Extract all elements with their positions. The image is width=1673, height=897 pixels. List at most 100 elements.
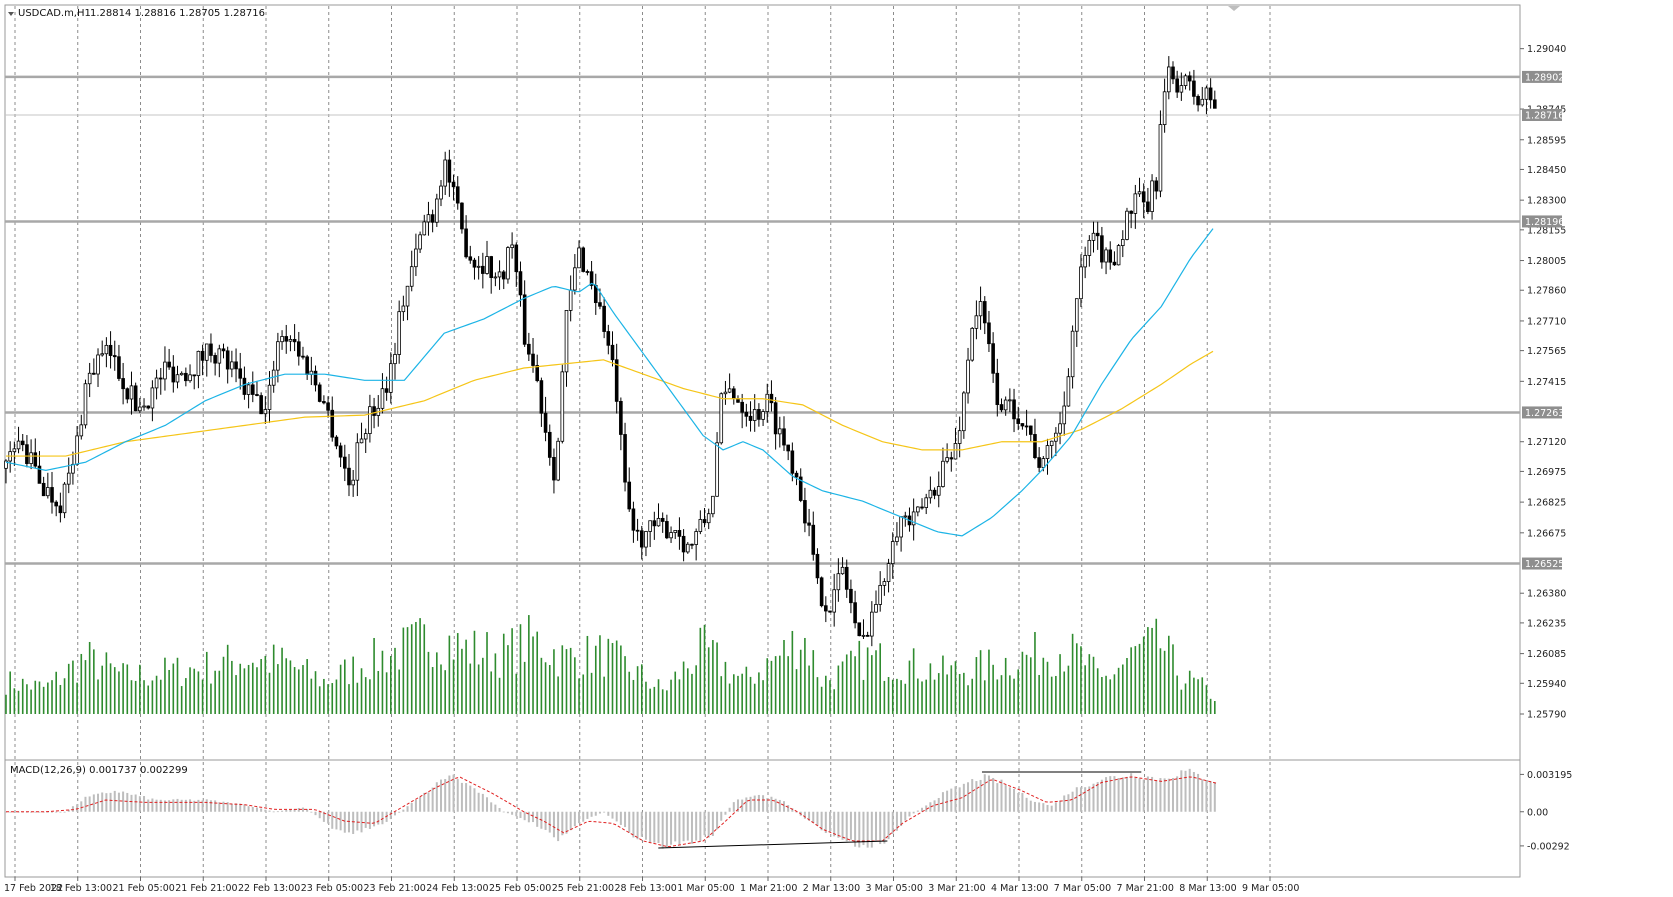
volume-bar bbox=[532, 636, 534, 714]
macd-histogram-bar bbox=[159, 799, 162, 812]
candle-body bbox=[1016, 418, 1021, 424]
volume-bar bbox=[180, 686, 183, 714]
macd-histogram-bar bbox=[870, 811, 873, 848]
ma-fast-line bbox=[5, 228, 1214, 537]
macd-histogram-bar bbox=[1050, 805, 1053, 812]
symbol-header[interactable]: USDCAD.m,H1 1.28814 1.28816 1.28705 1.28… bbox=[8, 8, 265, 19]
volume-bar bbox=[448, 635, 451, 714]
candle-body bbox=[794, 472, 799, 478]
candle-body bbox=[602, 305, 606, 332]
volume-bar bbox=[804, 637, 806, 714]
macd-histogram-bar bbox=[63, 811, 66, 813]
macd-histogram-bar bbox=[770, 796, 773, 812]
macd-histogram-bar bbox=[699, 811, 702, 841]
candle-body bbox=[71, 463, 75, 474]
volume-bar bbox=[67, 663, 70, 714]
candle-body bbox=[1041, 458, 1046, 468]
volume-bar bbox=[344, 659, 346, 714]
candle-body bbox=[911, 511, 916, 526]
volume-bar bbox=[937, 673, 940, 714]
candle-body bbox=[1200, 98, 1205, 106]
volume-bar bbox=[544, 662, 547, 714]
level-price-tag bbox=[1522, 406, 1562, 419]
candle-body bbox=[1167, 66, 1171, 93]
macd-histogram-bar bbox=[925, 805, 928, 812]
macd-histogram-bar bbox=[845, 811, 848, 842]
macd-histogram-bar bbox=[255, 807, 258, 812]
macd-histogram-bar bbox=[527, 811, 530, 823]
macd-histogram-bar bbox=[908, 811, 911, 817]
candle-body bbox=[999, 404, 1004, 411]
candle-body bbox=[476, 265, 481, 268]
chart-shift-marker-icon[interactable] bbox=[1228, 6, 1240, 11]
candle-body bbox=[1175, 78, 1179, 93]
candle-body bbox=[1070, 330, 1075, 378]
candle-body bbox=[234, 361, 238, 370]
dropdown-triangle-icon[interactable] bbox=[8, 12, 14, 16]
macd-histogram-bar bbox=[670, 811, 673, 845]
macd-histogram-bar bbox=[301, 807, 304, 812]
volume-bar bbox=[1038, 674, 1040, 714]
volume-bar bbox=[118, 671, 120, 714]
volume-bar bbox=[172, 663, 175, 714]
volume-bar bbox=[883, 680, 886, 714]
price-axis[interactable]: 1.290401.287451.285951.284501.283001.281… bbox=[1520, 44, 1566, 721]
volume-bar bbox=[837, 665, 840, 714]
candle-body bbox=[188, 374, 192, 382]
macd-histogram-bar bbox=[389, 811, 392, 820]
macd-histogram-bar bbox=[866, 811, 869, 848]
macd-histogram-bar bbox=[833, 811, 836, 837]
macd-histogram-bar bbox=[406, 806, 409, 812]
horizontal-levels[interactable] bbox=[5, 75, 1520, 565]
candle-body bbox=[104, 344, 109, 355]
volume-bar bbox=[519, 624, 522, 714]
macd-histogram-bar bbox=[239, 803, 242, 812]
macd-histogram-bar bbox=[624, 811, 627, 828]
macd-histogram-bar bbox=[511, 811, 514, 815]
candle-body bbox=[552, 456, 556, 481]
x-tick-label: 23 Feb 05:00 bbox=[301, 883, 363, 894]
macd-histogram-bar bbox=[205, 799, 208, 812]
volume-bar bbox=[21, 678, 24, 714]
volume-bar bbox=[352, 656, 354, 714]
volume-bar bbox=[331, 683, 334, 714]
macd-histogram-bar bbox=[1155, 780, 1158, 812]
macd-histogram-bar bbox=[619, 811, 622, 825]
macd-histogram-bar bbox=[1013, 789, 1016, 812]
volume-bar bbox=[887, 677, 890, 714]
macd-histogram-bar bbox=[875, 811, 878, 842]
candle-body bbox=[179, 372, 184, 376]
macd-histogram-bar bbox=[519, 811, 522, 819]
volume-bar bbox=[310, 678, 313, 714]
volume-bar bbox=[415, 621, 417, 714]
volume-bar bbox=[134, 680, 137, 714]
symbol-label: USDCAD.m,H1 bbox=[18, 8, 91, 19]
volume-bar bbox=[1151, 627, 1153, 714]
candle-body bbox=[54, 501, 58, 507]
macd-histogram-bar bbox=[163, 800, 166, 812]
candle-body bbox=[468, 256, 473, 261]
candle-body bbox=[79, 424, 84, 437]
volume-bar bbox=[749, 676, 752, 714]
macd-histogram-bar bbox=[1184, 770, 1187, 812]
volume-bar bbox=[440, 664, 442, 714]
volume-bar bbox=[779, 655, 781, 714]
volume-bar bbox=[1029, 657, 1032, 714]
x-tick-label: 24 Feb 13:00 bbox=[426, 883, 488, 894]
candle-body bbox=[828, 610, 832, 613]
volume-bar bbox=[498, 677, 501, 714]
candle-body bbox=[995, 372, 1000, 405]
macd-histogram-bar bbox=[791, 808, 794, 812]
volume-bar bbox=[791, 630, 794, 714]
volume-bar bbox=[783, 639, 785, 714]
macd-histogram-bar bbox=[1105, 777, 1108, 812]
macd-histogram-bar bbox=[987, 775, 990, 812]
candle-body bbox=[16, 440, 21, 450]
macd-histogram-bar bbox=[1017, 793, 1020, 812]
macd-histogram-bar bbox=[1151, 776, 1154, 812]
macd-histogram-bar bbox=[335, 811, 338, 830]
volume-bar bbox=[1168, 635, 1170, 714]
y-tick-label: 1.27565 bbox=[1527, 346, 1566, 357]
